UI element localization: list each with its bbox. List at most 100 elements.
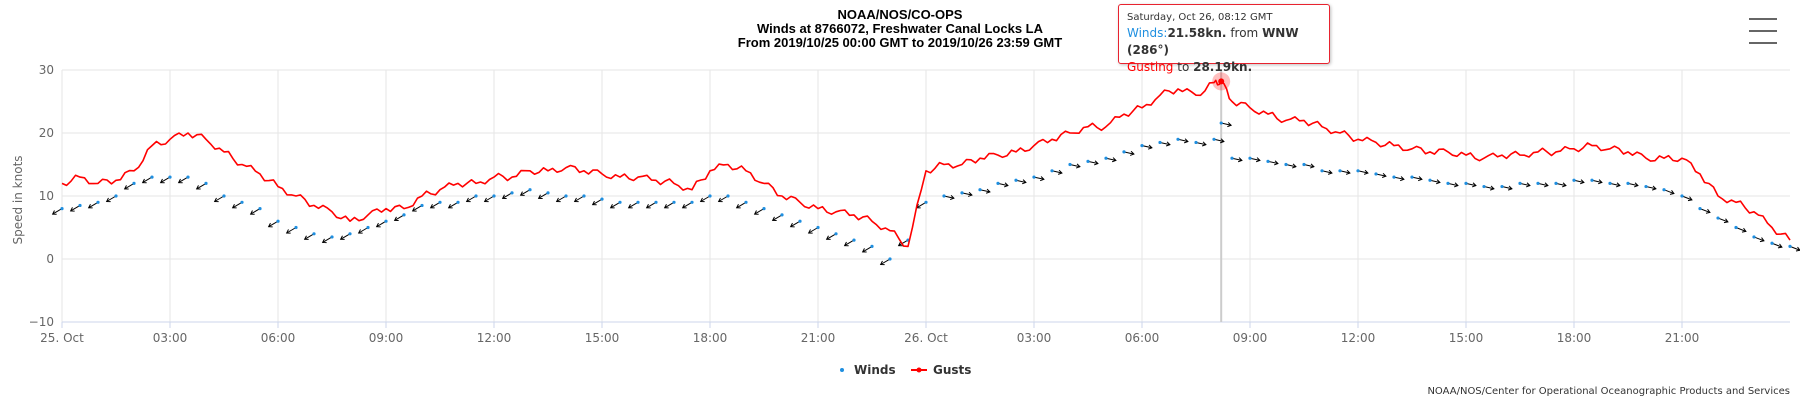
wind-point[interactable]: [1212, 137, 1216, 141]
wind-point[interactable]: [60, 207, 64, 211]
wind-point[interactable]: [1176, 137, 1180, 141]
wind-point[interactable]: [330, 235, 334, 239]
wind-point[interactable]: [258, 207, 262, 211]
wind-point[interactable]: [1482, 184, 1486, 189]
wind-point[interactable]: [420, 203, 424, 208]
wind-point[interactable]: [168, 175, 172, 179]
wind-point[interactable]: [1536, 181, 1540, 185]
wind-point[interactable]: [276, 219, 280, 223]
wind-point[interactable]: [240, 200, 244, 204]
wind-point[interactable]: [438, 200, 442, 204]
wind-point[interactable]: [780, 213, 784, 217]
wind-point[interactable]: [762, 207, 766, 211]
wind-point[interactable]: [312, 232, 316, 236]
wind-point[interactable]: [546, 191, 550, 195]
wind-point[interactable]: [1716, 216, 1720, 220]
wind-point[interactable]: [1014, 178, 1018, 182]
wind-point[interactable]: [816, 225, 820, 230]
wind-point[interactable]: [492, 194, 496, 198]
wind-point[interactable]: [960, 191, 964, 195]
wind-point[interactable]: [1734, 225, 1738, 230]
wind-point[interactable]: [150, 175, 154, 179]
wind-point[interactable]: [348, 232, 352, 236]
wind-point[interactable]: [996, 181, 1000, 185]
wind-point[interactable]: [924, 200, 928, 204]
wind-point[interactable]: [1698, 207, 1702, 211]
wind-point[interactable]: [1644, 184, 1648, 189]
wind-point[interactable]: [1374, 172, 1378, 176]
wind-point[interactable]: [1464, 181, 1468, 185]
wind-point[interactable]: [870, 244, 874, 248]
wind-point[interactable]: [1554, 181, 1558, 185]
wind-point[interactable]: [600, 197, 604, 201]
wind-point[interactable]: [798, 219, 802, 223]
wind-point[interactable]: [708, 194, 712, 198]
winds-series[interactable]: [60, 121, 1792, 261]
wind-point[interactable]: [1284, 162, 1288, 167]
wind-point[interactable]: [456, 200, 460, 204]
wind-point[interactable]: [1302, 162, 1306, 167]
wind-point[interactable]: [528, 188, 532, 192]
wind-point[interactable]: [942, 194, 946, 198]
legend-item-winds[interactable]: Winds: [840, 363, 896, 377]
wind-point[interactable]: [1266, 159, 1270, 163]
wind-point[interactable]: [1122, 150, 1126, 154]
wind-point[interactable]: [672, 200, 676, 204]
wind-point[interactable]: [1680, 194, 1684, 198]
wind-point[interactable]: [1086, 159, 1090, 163]
wind-point[interactable]: [294, 225, 298, 230]
wind-point[interactable]: [1626, 181, 1630, 185]
wind-point[interactable]: [1392, 175, 1396, 179]
wind-point[interactable]: [690, 200, 694, 204]
wind-point[interactable]: [1104, 156, 1108, 160]
wind-point[interactable]: [852, 238, 856, 242]
wind-point[interactable]: [1050, 169, 1054, 173]
wind-point[interactable]: [186, 175, 190, 179]
wind-point[interactable]: [1248, 156, 1252, 160]
wind-point[interactable]: [78, 203, 82, 208]
wind-point[interactable]: [1219, 121, 1223, 125]
wind-point[interactable]: [132, 181, 136, 185]
wind-point[interactable]: [1500, 184, 1504, 189]
wind-point[interactable]: [510, 191, 514, 195]
chart-menu-button[interactable]: [1749, 18, 1779, 46]
wind-point[interactable]: [222, 194, 226, 198]
wind-point[interactable]: [1662, 188, 1666, 192]
gusts-line[interactable]: [61, 79, 1791, 248]
wind-point[interactable]: [366, 225, 370, 230]
wind-point[interactable]: [1338, 169, 1342, 173]
wind-point[interactable]: [204, 181, 208, 185]
wind-point[interactable]: [114, 194, 118, 198]
wind-point[interactable]: [1788, 244, 1792, 248]
wind-point[interactable]: [384, 219, 388, 223]
wind-point[interactable]: [1158, 140, 1162, 145]
wind-point[interactable]: [1428, 178, 1432, 182]
wind-point[interactable]: [1194, 140, 1198, 145]
wind-point[interactable]: [1356, 169, 1360, 173]
wind-point[interactable]: [1608, 181, 1612, 185]
wind-point[interactable]: [636, 200, 640, 204]
wind-point[interactable]: [1320, 169, 1324, 173]
wind-point[interactable]: [888, 257, 892, 261]
wind-point[interactable]: [1590, 178, 1594, 182]
legend-item-gusts[interactable]: Gusts: [911, 363, 971, 377]
wind-point[interactable]: [1230, 156, 1234, 160]
wind-point[interactable]: [1032, 175, 1036, 179]
gusts-series[interactable]: [61, 79, 1791, 248]
wind-point[interactable]: [474, 194, 478, 198]
wind-point[interactable]: [1752, 235, 1756, 239]
wind-point[interactable]: [1518, 181, 1522, 185]
wind-point[interactable]: [1068, 162, 1072, 167]
wind-point[interactable]: [1410, 175, 1414, 179]
wind-point[interactable]: [834, 232, 838, 236]
wind-point[interactable]: [1572, 178, 1576, 182]
wind-point[interactable]: [1770, 241, 1774, 245]
wind-point[interactable]: [402, 213, 406, 217]
wind-point[interactable]: [726, 194, 730, 198]
wind-point[interactable]: [1446, 181, 1450, 185]
wind-point[interactable]: [582, 194, 586, 198]
wind-point[interactable]: [1140, 144, 1144, 148]
wind-point[interactable]: [618, 200, 622, 204]
wind-point[interactable]: [564, 194, 568, 198]
wind-point[interactable]: [654, 200, 658, 204]
